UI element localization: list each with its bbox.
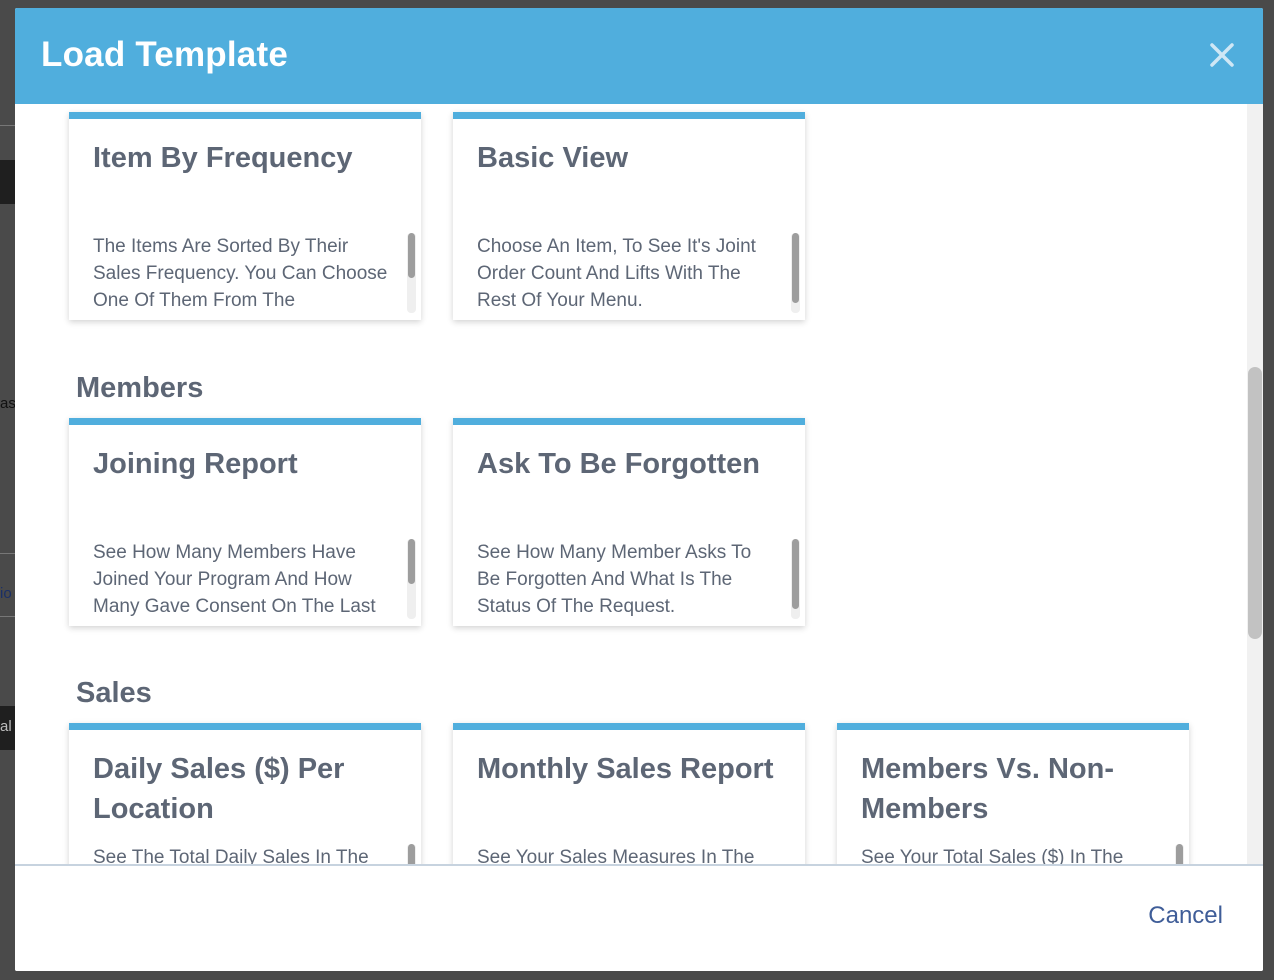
card-title: Joining Report (93, 448, 298, 480)
card-title: Basic View (477, 142, 629, 174)
card-description: See Your Sales Measures In The (477, 847, 755, 864)
card-title: Members Vs. Non-Members (861, 753, 1114, 825)
modal-footer: Cancel (15, 864, 1263, 971)
template-card-joining-report[interactable]: Joining Report See How Many Members Have… (69, 418, 421, 626)
modal-title: Load Template (41, 35, 288, 74)
card-description: See How Many Members Have Joined Your Pr… (93, 542, 376, 617)
background-link-fragment: io (0, 585, 12, 602)
load-template-modal: Load Template Item By Frequency The Item… (15, 8, 1263, 971)
section-title-members: Members (76, 372, 204, 404)
modal-header: Load Template (15, 8, 1263, 104)
card-title: Ask To Be Forgotten (477, 448, 761, 480)
card-scrollbar-thumb[interactable] (792, 539, 799, 609)
background-divider (0, 553, 16, 554)
card-title: Item By Frequency (93, 142, 353, 174)
section-title-sales: Sales (76, 677, 152, 709)
template-card-basic-view[interactable]: Basic View Choose An Item, To See It's J… (453, 112, 805, 320)
background-band (0, 160, 16, 204)
background-band (0, 706, 16, 750)
template-card-item-by-frequency[interactable]: Item By Frequency The Items Are Sorted B… (69, 112, 421, 320)
template-card-daily-sales-per-location[interactable]: Daily Sales ($) Per Location See The Tot… (69, 723, 421, 864)
background-text-fragment: as (0, 395, 16, 412)
card-scrollbar-thumb[interactable] (408, 539, 415, 584)
template-list[interactable]: Item By Frequency The Items Are Sorted B… (15, 104, 1263, 864)
card-description: See How Many Member Asks To Be Forgotten… (477, 542, 752, 617)
background-divider (0, 616, 16, 617)
cancel-button[interactable]: Cancel (1148, 902, 1223, 929)
close-icon (1210, 43, 1234, 67)
card-description: See Your Total Sales ($) In The (861, 847, 1124, 864)
card-title: Daily Sales ($) Per Location (93, 753, 345, 825)
card-scrollbar-thumb[interactable] (792, 233, 799, 303)
template-card-monthly-sales-report[interactable]: Monthly Sales Report See Your Sales Meas… (453, 723, 805, 864)
card-scrollbar-thumb[interactable] (408, 233, 415, 278)
card-description: Choose An Item, To See It's Joint Order … (477, 236, 756, 311)
background-text-fragment: al (0, 718, 12, 735)
background-divider (0, 125, 16, 126)
close-button[interactable] (1205, 38, 1239, 72)
modal-scrollbar-thumb[interactable] (1248, 367, 1262, 639)
card-scrollbar-thumb[interactable] (1176, 844, 1183, 864)
card-description: See The Total Daily Sales In The (93, 847, 369, 864)
template-card-ask-to-be-forgotten[interactable]: Ask To Be Forgotten See How Many Member … (453, 418, 805, 626)
card-description: The Items Are Sorted By Their Sales Freq… (93, 236, 388, 311)
card-title: Monthly Sales Report (477, 753, 774, 785)
card-scrollbar-thumb[interactable] (408, 844, 415, 864)
template-card-members-vs-non-members[interactable]: Members Vs. Non-Members See Your Total S… (837, 723, 1189, 864)
